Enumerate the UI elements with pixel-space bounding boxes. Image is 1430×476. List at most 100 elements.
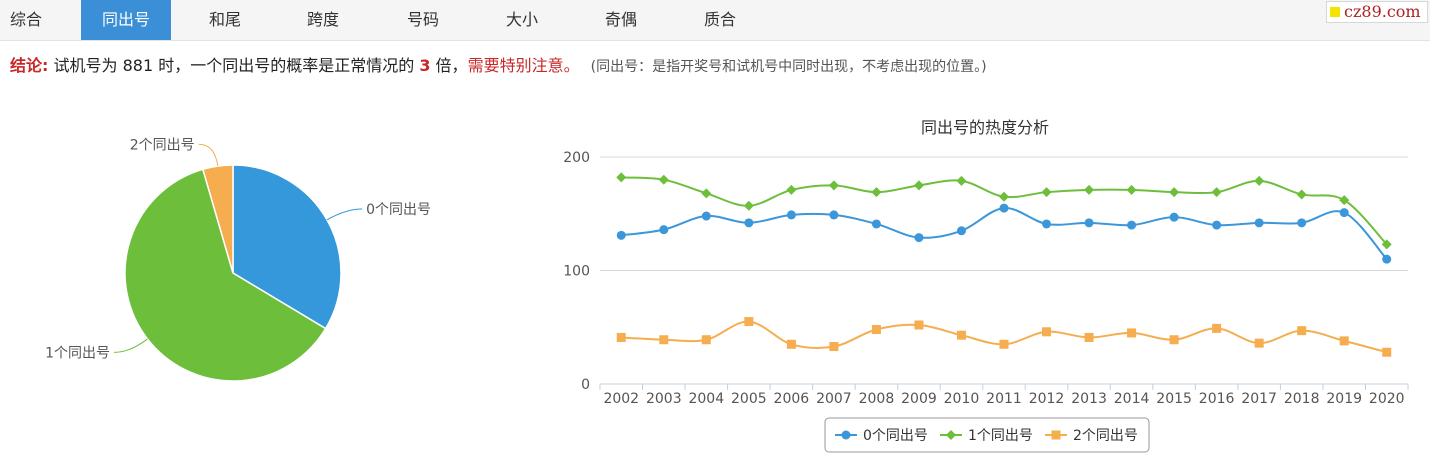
- legend-item-0[interactable]: 0个同出号: [835, 428, 928, 444]
- series-1: [616, 172, 1392, 250]
- x-tick-label: 2014: [1114, 391, 1150, 407]
- site-logo[interactable]: cz89.com: [1326, 1, 1428, 23]
- data-point: [616, 172, 627, 183]
- x-tick-label: 2019: [1326, 391, 1362, 407]
- legend-label: 1个同出号: [968, 428, 1033, 444]
- data-point: [999, 191, 1009, 202]
- legend: 0个同出号 1个同出号 2个同出号: [824, 417, 1150, 453]
- data-point: [1041, 187, 1052, 198]
- data-point: [1084, 184, 1095, 195]
- data-point: [1212, 323, 1222, 333]
- conclusion-note: (同出号：是指开奖号和试机号中同时出现，不考虑出现的位置。): [590, 59, 987, 75]
- data-point: [871, 325, 881, 335]
- x-tick-label: 2010: [944, 391, 980, 407]
- data-point: [701, 188, 712, 199]
- data-point: [744, 218, 754, 228]
- tab-span[interactable]: 跨度: [306, 10, 339, 29]
- conclusion-line: 结论: 试机号为 881 时，一个同出号的概率是正常情况的 3 倍，需要特别注意…: [10, 52, 987, 76]
- conclusion-multiple: 3: [419, 56, 431, 75]
- data-point: [1254, 175, 1265, 186]
- legend-box: [824, 417, 1150, 453]
- data-point: [1126, 184, 1137, 195]
- legend-marker: [946, 430, 956, 440]
- data-point: [701, 211, 711, 221]
- data-point: [701, 335, 711, 345]
- line-chart-title: 同出号的热度分析: [921, 118, 1049, 137]
- y-tick-label: 200: [563, 150, 590, 166]
- data-point: [743, 200, 754, 211]
- data-point: [659, 335, 669, 345]
- data-point: [1382, 254, 1392, 264]
- y-tick-label: 100: [563, 264, 590, 280]
- line-chart: 同出号的热度分析 0 100 200 2002 2003 2004 2005 2006 2007 2…: [563, 118, 1409, 453]
- series-2: [616, 317, 1392, 357]
- tab-same-numbers[interactable]: 同出号: [81, 0, 171, 40]
- pie-label-0: 0个同出号: [366, 202, 431, 218]
- data-point: [1339, 208, 1349, 218]
- conclusion-label: 结论:: [10, 56, 49, 75]
- data-point: [1297, 218, 1307, 228]
- data-point: [1127, 220, 1137, 230]
- data-point: [871, 187, 882, 198]
- data-point: [1169, 187, 1180, 198]
- data-point: [744, 317, 754, 327]
- x-tick-label: 2004: [688, 391, 724, 407]
- tab-prime-composite[interactable]: 质合: [703, 10, 736, 29]
- x-tick-label: 2018: [1284, 391, 1320, 407]
- pie-slice-0: [232, 164, 342, 330]
- series-0: [616, 203, 1392, 264]
- legend-label: 0个同出号: [863, 428, 928, 444]
- data-point: [1254, 338, 1264, 348]
- x-tick-label: 2005: [731, 391, 767, 407]
- pie-connector-0: [326, 208, 363, 221]
- x-tick-label: 2013: [1071, 391, 1107, 407]
- data-point: [999, 339, 1009, 349]
- tab-big-small[interactable]: 大小: [505, 10, 538, 29]
- data-point: [829, 210, 839, 220]
- data-point: [658, 174, 669, 185]
- data-point: [999, 203, 1009, 213]
- tab-comprehensive[interactable]: 综合: [9, 10, 42, 29]
- data-point: [1297, 326, 1307, 336]
- conclusion-warning: 需要特别注意。: [467, 56, 580, 75]
- data-point: [659, 225, 669, 235]
- data-point: [616, 230, 626, 240]
- data-point: [1084, 332, 1094, 342]
- y-tick-label: 0: [581, 377, 590, 393]
- data-point: [1127, 328, 1137, 338]
- legend-item-1[interactable]: 1个同出号: [940, 428, 1033, 444]
- x-tick-label: 2002: [603, 391, 639, 407]
- pie-slice-2: [201, 164, 234, 274]
- data-point: [914, 233, 924, 243]
- data-point: [1254, 218, 1264, 228]
- series-line-0: [621, 207, 1388, 260]
- tab-sum-tail[interactable]: 和尾: [208, 10, 241, 29]
- pie-connector-1: [114, 338, 148, 353]
- data-point: [1339, 195, 1350, 206]
- data-point: [1382, 347, 1392, 357]
- data-point: [1042, 327, 1052, 337]
- data-point: [1084, 218, 1094, 228]
- x-tick-label: 2017: [1241, 391, 1277, 407]
- logo-text: cz89.com: [1344, 2, 1421, 21]
- x-tick-label: 2007: [816, 391, 852, 407]
- data-point: [786, 184, 797, 195]
- data-point: [956, 226, 966, 236]
- conclusion-text-2: 倍，: [435, 56, 468, 75]
- data-point: [1296, 189, 1307, 200]
- data-point: [956, 330, 966, 340]
- data-point: [1381, 239, 1392, 250]
- pie-chart: 0个同出号 1个同出号 2个同出号: [45, 137, 431, 382]
- legend-label: 2个同出号: [1073, 428, 1138, 444]
- x-tick-label: 2006: [774, 391, 810, 407]
- data-point: [956, 175, 967, 186]
- data-point: [871, 219, 881, 229]
- legend-item-2[interactable]: 2个同出号: [1045, 428, 1138, 444]
- tab-numbers[interactable]: 号码: [406, 10, 439, 29]
- pie-slice-1: [124, 168, 327, 382]
- data-point: [616, 332, 626, 342]
- legend-marker: [1051, 430, 1061, 440]
- data-point: [1169, 212, 1179, 222]
- x-tick-label: 2015: [1156, 391, 1192, 407]
- tab-odd-even[interactable]: 奇偶: [604, 10, 637, 29]
